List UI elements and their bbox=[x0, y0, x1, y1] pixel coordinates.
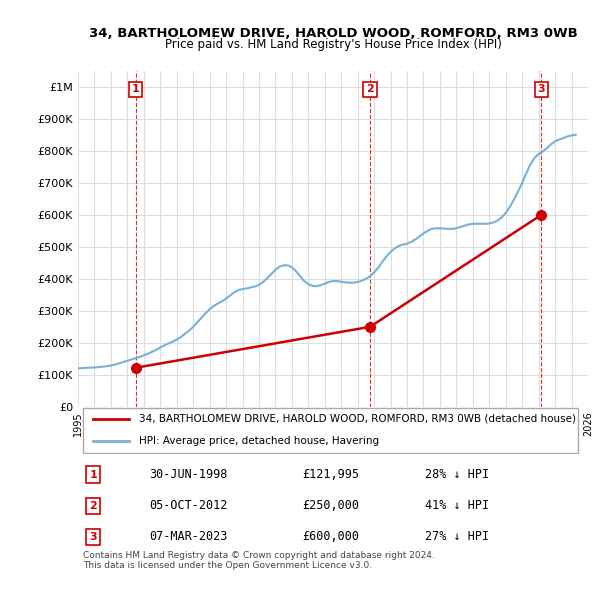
Text: 27% ↓ HPI: 27% ↓ HPI bbox=[425, 530, 489, 543]
Text: 3: 3 bbox=[538, 84, 545, 94]
Text: £121,995: £121,995 bbox=[302, 468, 359, 481]
Text: Price paid vs. HM Land Registry's House Price Index (HPI): Price paid vs. HM Land Registry's House … bbox=[164, 38, 502, 51]
Text: 1: 1 bbox=[132, 84, 139, 94]
Text: £250,000: £250,000 bbox=[302, 499, 359, 512]
Text: 41% ↓ HPI: 41% ↓ HPI bbox=[425, 499, 489, 512]
FancyBboxPatch shape bbox=[83, 408, 578, 453]
Text: HPI: Average price, detached house, Havering: HPI: Average price, detached house, Have… bbox=[139, 435, 379, 445]
Text: £600,000: £600,000 bbox=[302, 530, 359, 543]
Text: 30-JUN-1998: 30-JUN-1998 bbox=[149, 468, 228, 481]
Text: 1: 1 bbox=[89, 470, 97, 480]
Text: 2: 2 bbox=[89, 501, 97, 510]
Text: 07-MAR-2023: 07-MAR-2023 bbox=[149, 530, 228, 543]
Text: 3: 3 bbox=[89, 532, 97, 542]
Text: 2: 2 bbox=[366, 84, 374, 94]
Text: 28% ↓ HPI: 28% ↓ HPI bbox=[425, 468, 489, 481]
Text: 34, BARTHOLOMEW DRIVE, HAROLD WOOD, ROMFORD, RM3 0WB (detached house): 34, BARTHOLOMEW DRIVE, HAROLD WOOD, ROMF… bbox=[139, 414, 576, 424]
Text: 34, BARTHOLOMEW DRIVE, HAROLD WOOD, ROMFORD, RM3 0WB: 34, BARTHOLOMEW DRIVE, HAROLD WOOD, ROMF… bbox=[89, 27, 577, 40]
Text: 05-OCT-2012: 05-OCT-2012 bbox=[149, 499, 228, 512]
Text: Contains HM Land Registry data © Crown copyright and database right 2024.
This d: Contains HM Land Registry data © Crown c… bbox=[83, 551, 435, 571]
